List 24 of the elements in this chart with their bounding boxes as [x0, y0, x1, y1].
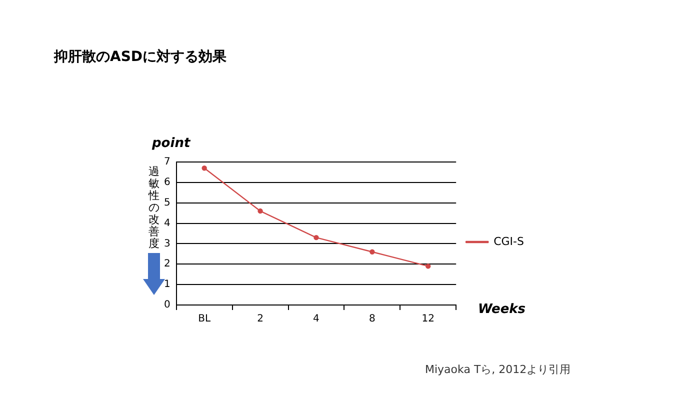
x-axis-title: Weeks [478, 302, 526, 317]
x-tick-label: 12 [422, 314, 434, 325]
y-tick-label: 6 [164, 177, 170, 188]
x-tick-label: 8 [368, 314, 376, 325]
x-tick-label: 4 [313, 314, 320, 325]
text: Miyaoka Tら, 2012より引用 [425, 362, 571, 377]
chart-title: 抑肝散のASDに対する効果 [54, 48, 227, 66]
x-tick-label: 2 [257, 314, 264, 325]
y-axis-title: point [152, 136, 190, 151]
y-tick-label: 4 [164, 218, 170, 229]
legend-label: CGI-S [494, 234, 524, 248]
y-tick-label: 7 [164, 156, 170, 168]
y-tick-label: 0 [164, 300, 170, 311]
x-tick-label: BL [198, 314, 211, 325]
y-tick-label: 3 [164, 238, 170, 250]
point [370, 249, 375, 254]
y-tick-label: 2 [164, 258, 170, 270]
point [426, 264, 431, 269]
point [314, 234, 319, 240]
y-tick-label: 5 [164, 197, 170, 208]
point [202, 166, 207, 171]
text: 過敏性の改善度 [148, 165, 160, 250]
point [258, 208, 263, 214]
y-tick-label: 1 [164, 279, 170, 290]
